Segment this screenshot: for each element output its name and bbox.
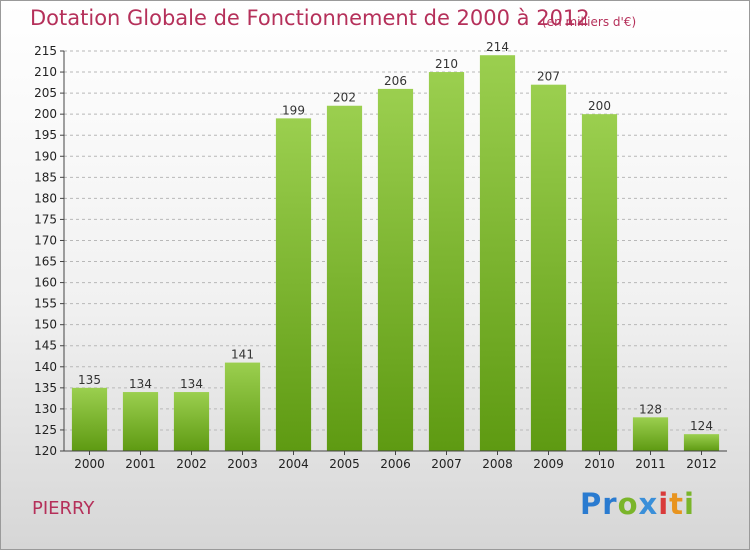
y-tick-label: 170 bbox=[34, 233, 57, 247]
data-label: 134 bbox=[129, 377, 152, 391]
y-tick-label: 195 bbox=[34, 128, 57, 142]
bar bbox=[428, 72, 465, 451]
y-tick-label: 190 bbox=[34, 149, 57, 163]
y-tick-label: 155 bbox=[34, 297, 57, 311]
y-tick-label: 185 bbox=[34, 170, 57, 184]
logo-part: i bbox=[684, 487, 695, 521]
data-label: 200 bbox=[588, 99, 611, 113]
bar bbox=[683, 434, 720, 451]
logo-part: x bbox=[638, 487, 659, 521]
bar bbox=[122, 392, 159, 451]
x-tick-label: 2004 bbox=[278, 457, 309, 471]
data-label: 141 bbox=[231, 348, 254, 362]
x-tick-label: 2010 bbox=[584, 457, 615, 471]
bars bbox=[71, 55, 720, 452]
bar bbox=[224, 362, 261, 451]
data-label: 206 bbox=[384, 74, 407, 88]
y-tick-label: 180 bbox=[34, 191, 57, 205]
y-tick-label: 135 bbox=[34, 381, 57, 395]
x-tick-label: 2007 bbox=[431, 457, 462, 471]
logo-part: o bbox=[617, 487, 639, 521]
y-tick-label: 200 bbox=[34, 107, 57, 121]
chart-subtitle: (en milliers d'€) bbox=[542, 15, 637, 29]
y-tick-label: 130 bbox=[34, 402, 57, 416]
x-tick-label: 2006 bbox=[380, 457, 411, 471]
x-tick-label: 2005 bbox=[329, 457, 360, 471]
x-tick-label: 2001 bbox=[125, 457, 156, 471]
bar bbox=[581, 114, 618, 451]
proxiti-logo[interactable]: Proxiti bbox=[580, 487, 695, 521]
x-tick-label: 2008 bbox=[482, 457, 513, 471]
y-tick-label: 140 bbox=[34, 360, 57, 374]
x-tick-label: 2012 bbox=[686, 457, 717, 471]
y-tick-label: 145 bbox=[34, 339, 57, 353]
bar bbox=[479, 55, 516, 452]
data-label: 128 bbox=[639, 402, 662, 416]
bar bbox=[71, 387, 108, 451]
x-tick-label: 2009 bbox=[533, 457, 564, 471]
data-label: 214 bbox=[486, 40, 509, 54]
y-tick-label: 125 bbox=[34, 423, 57, 437]
data-label: 199 bbox=[282, 103, 305, 117]
data-label: 207 bbox=[537, 70, 560, 84]
y-tick-label: 120 bbox=[34, 444, 57, 458]
bar bbox=[377, 88, 414, 451]
bar bbox=[275, 118, 312, 452]
y-tick-label: 215 bbox=[34, 44, 57, 58]
bar bbox=[530, 84, 567, 452]
logo-part: Pr bbox=[580, 487, 618, 521]
y-tick-label: 150 bbox=[34, 318, 57, 332]
y-tick-label: 175 bbox=[34, 212, 57, 226]
commune-name: PIERRY bbox=[32, 498, 95, 519]
data-label: 124 bbox=[690, 419, 713, 433]
data-label: 202 bbox=[333, 91, 356, 105]
bar bbox=[632, 417, 669, 451]
y-tick-label: 210 bbox=[34, 65, 57, 79]
x-tick-label: 2002 bbox=[176, 457, 207, 471]
data-label: 134 bbox=[180, 377, 203, 391]
y-tick-label: 205 bbox=[34, 86, 57, 100]
value-labels: 135 134 134 141 199 202 206 210 214 207 200 128 124 bbox=[78, 40, 713, 433]
bar bbox=[173, 392, 210, 451]
logo-part: t bbox=[669, 487, 685, 521]
data-label: 210 bbox=[435, 57, 458, 71]
axes: 120 125 130 135 140 145 150 155 160 165 170 175 180 1… bbox=[34, 44, 727, 471]
data-label: 135 bbox=[78, 373, 101, 387]
y-tick-label: 160 bbox=[34, 276, 57, 290]
chart-title: Dotation Globale de Fonctionnement de 20… bbox=[30, 6, 590, 30]
x-tick-label: 2000 bbox=[74, 457, 105, 471]
x-tick-label: 2003 bbox=[227, 457, 258, 471]
y-tick-label: 165 bbox=[34, 255, 57, 269]
bar bbox=[326, 105, 363, 451]
x-tick-label: 2011 bbox=[635, 457, 666, 471]
logo-part: i bbox=[658, 487, 670, 521]
